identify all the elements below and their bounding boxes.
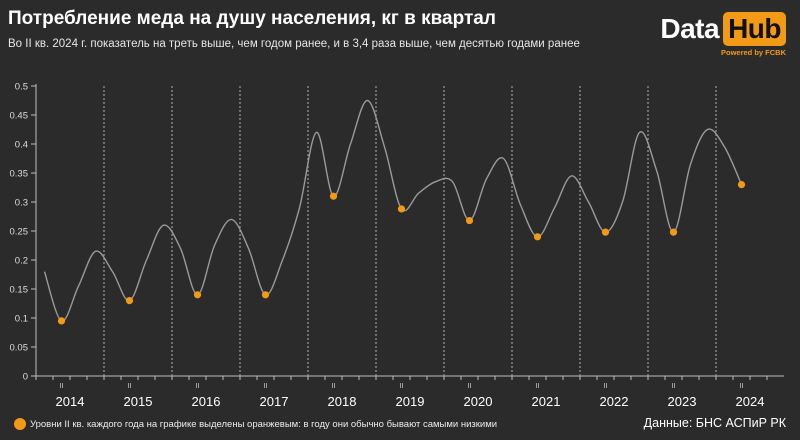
- quarter-tick-label: II: [672, 383, 676, 390]
- q2-data-point: [465, 216, 474, 225]
- y-tick-label: 0.45: [10, 111, 29, 122]
- y-tick-label: 0.3: [15, 198, 28, 209]
- quarter-tick-label: II: [740, 383, 744, 390]
- quarter-tick-label: II: [604, 383, 608, 390]
- logo-text-hub: Hub: [723, 12, 786, 46]
- year-label: 2018: [328, 394, 357, 409]
- footer-note: Уровни II кв. каждого года на графике вы…: [30, 419, 498, 430]
- datahub-logo: Data Hub Powered by FCBK: [651, 12, 786, 62]
- q2-data-point: [669, 228, 678, 236]
- year-label: 2023: [668, 394, 697, 409]
- q2-data-point: [533, 233, 542, 241]
- q2-data-point: [737, 181, 746, 189]
- y-tick-label: 0.5: [15, 82, 28, 93]
- q2-data-point: [261, 291, 270, 299]
- q2-data-point: [125, 297, 134, 305]
- y-tick-label: 0.05: [10, 343, 29, 354]
- y-tick-label: 0.4: [15, 140, 28, 151]
- q2-data-point: [57, 317, 66, 325]
- quarter-tick-label: II: [400, 383, 404, 390]
- year-label: 2014: [56, 394, 85, 409]
- logo-tagline: Powered by FCBK: [720, 48, 786, 57]
- legend-orange-dot-icon: [14, 418, 26, 430]
- quarter-tick-label: II: [128, 383, 132, 390]
- q2-data-point: [193, 291, 202, 299]
- chart-subtitle: Во II кв. 2024 г. показатель на треть вы…: [8, 38, 580, 50]
- quarter-tick-label: II: [332, 383, 336, 390]
- quarter-tick-label: II: [264, 383, 268, 390]
- q2-data-point: [329, 192, 338, 200]
- quarter-tick-label: II: [468, 383, 472, 390]
- data-source: Данные: БНС АСПиР РК: [643, 416, 786, 430]
- y-tick-label: 0.2: [15, 256, 28, 267]
- year-label: 2017: [260, 394, 289, 409]
- chart-title: Потребление меда на душу населения, кг в…: [8, 8, 496, 29]
- year-label: 2016: [192, 394, 221, 409]
- logo-text-data: Data: [660, 13, 720, 44]
- quarter-tick-label: II: [196, 383, 200, 390]
- quarter-tick-label: II: [60, 383, 64, 390]
- q2-data-point: [397, 205, 406, 213]
- year-label: 2019: [396, 394, 425, 409]
- year-label: 2020: [464, 394, 493, 409]
- year-label: 2021: [532, 394, 561, 409]
- y-tick-label: 0: [23, 372, 28, 383]
- quarter-tick-label: II: [536, 383, 540, 390]
- y-tick-label: 0.1: [15, 314, 28, 325]
- q2-data-point: [601, 228, 610, 236]
- y-tick-label: 0.15: [10, 285, 29, 296]
- year-label: 2024: [736, 394, 765, 409]
- y-tick-label: 0.35: [10, 169, 29, 180]
- year-label: 2022: [600, 394, 629, 409]
- y-tick-label: 0.25: [10, 227, 29, 238]
- series-line: [43, 99, 743, 322]
- year-label: 2015: [124, 394, 153, 409]
